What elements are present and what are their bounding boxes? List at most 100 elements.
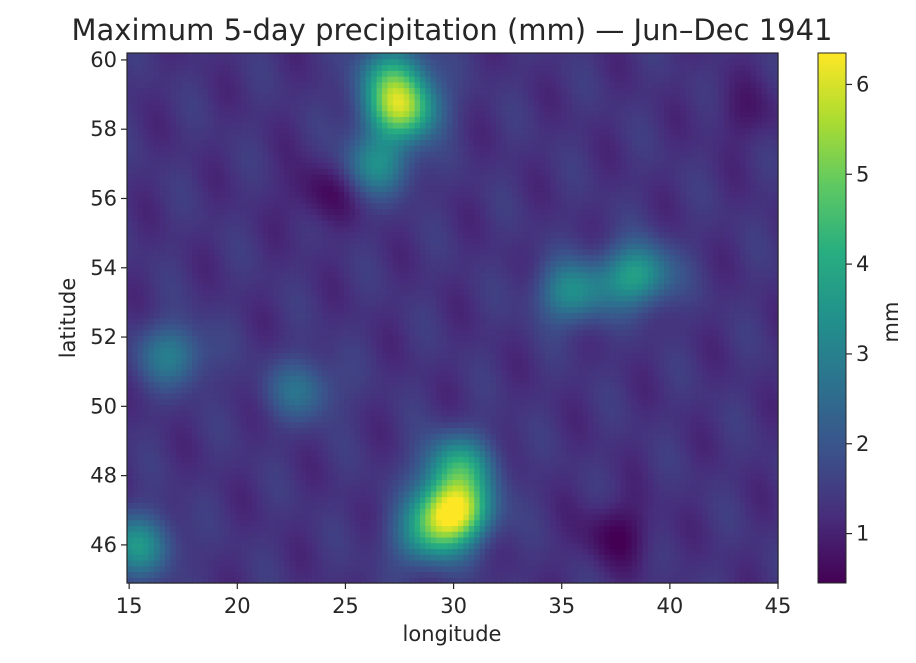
heatmap-cell bbox=[159, 341, 166, 348]
heatmap-cell bbox=[647, 456, 654, 463]
heatmap-cell bbox=[723, 450, 730, 457]
heatmap-cell bbox=[767, 490, 774, 498]
heatmap-cell bbox=[387, 387, 394, 394]
heatmap-cell bbox=[447, 519, 454, 526]
heatmap-cell bbox=[718, 525, 725, 532]
heatmap-cell bbox=[468, 462, 475, 469]
heatmap-cell bbox=[262, 496, 269, 503]
heatmap-cell bbox=[338, 415, 345, 423]
heatmap-cell bbox=[414, 525, 421, 532]
heatmap-cell bbox=[550, 375, 557, 382]
heatmap-cell bbox=[338, 462, 345, 469]
heatmap-cell bbox=[767, 364, 774, 371]
heatmap-cell bbox=[436, 542, 443, 550]
heatmap-cell bbox=[740, 410, 747, 417]
heatmap-cell bbox=[517, 381, 524, 388]
heatmap-cell bbox=[734, 398, 741, 406]
heatmap-cell bbox=[577, 352, 584, 359]
heatmap-cell bbox=[273, 450, 280, 457]
heatmap-cell bbox=[702, 577, 709, 584]
heatmap-cell bbox=[577, 456, 584, 463]
heatmap-cell bbox=[230, 341, 237, 348]
heatmap-cell bbox=[354, 427, 361, 434]
heatmap-cell bbox=[566, 410, 573, 417]
heatmap-cell bbox=[577, 490, 584, 498]
heatmap-cell bbox=[647, 462, 654, 469]
heatmap-cell bbox=[680, 513, 687, 521]
heatmap-cell bbox=[403, 554, 410, 561]
heatmap-cell bbox=[452, 369, 459, 377]
heatmap-cell bbox=[289, 375, 296, 382]
heatmap-cell bbox=[251, 410, 258, 417]
heatmap-cell bbox=[696, 525, 703, 532]
heatmap-cell bbox=[192, 462, 199, 469]
heatmap-cell bbox=[197, 387, 204, 394]
heatmap-cell bbox=[533, 473, 540, 480]
heatmap-cell bbox=[143, 392, 150, 400]
heatmap-cell bbox=[419, 421, 426, 429]
heatmap-cell bbox=[251, 421, 258, 429]
heatmap-cell bbox=[653, 473, 660, 480]
heatmap-cell bbox=[712, 346, 719, 354]
heatmap-cell bbox=[409, 438, 416, 446]
heatmap-cell bbox=[712, 473, 719, 480]
heatmap-cell bbox=[528, 502, 535, 509]
heatmap-cell bbox=[539, 352, 546, 359]
heatmap-cell bbox=[642, 554, 649, 561]
heatmap-cell bbox=[230, 444, 237, 452]
heatmap-cell bbox=[278, 410, 285, 417]
heatmap-cell bbox=[154, 485, 161, 492]
heatmap-cell bbox=[338, 490, 345, 498]
heatmap-cell bbox=[430, 392, 437, 400]
heatmap-cell bbox=[235, 536, 242, 544]
heatmap-cell bbox=[669, 513, 676, 521]
heatmap-cell bbox=[224, 444, 231, 452]
heatmap-cell bbox=[463, 508, 470, 515]
heatmap-cell bbox=[441, 438, 448, 446]
heatmap-cell bbox=[620, 496, 627, 503]
heatmap-cell bbox=[636, 450, 643, 457]
heatmap-cell bbox=[620, 433, 627, 440]
heatmap-cell bbox=[316, 490, 323, 498]
heatmap-cell bbox=[430, 536, 437, 544]
heatmap-cell bbox=[381, 398, 388, 406]
heatmap-cell bbox=[647, 467, 654, 475]
heatmap-cell bbox=[712, 508, 719, 515]
heatmap-cell bbox=[479, 548, 486, 555]
heatmap-cell bbox=[371, 364, 378, 371]
heatmap-cell bbox=[316, 421, 323, 429]
heatmap-cell bbox=[577, 364, 584, 371]
heatmap-cell bbox=[398, 462, 405, 469]
heatmap-cell bbox=[197, 502, 204, 509]
heatmap-cell bbox=[381, 369, 388, 377]
heatmap-cell bbox=[620, 427, 627, 434]
heatmap-cell bbox=[306, 450, 313, 457]
heatmap-cell bbox=[192, 525, 199, 532]
heatmap-cell bbox=[197, 421, 204, 429]
heatmap-cell bbox=[740, 508, 747, 515]
heatmap-cell bbox=[501, 571, 508, 578]
heatmap-cell bbox=[626, 485, 633, 492]
heatmap-cell bbox=[268, 456, 275, 463]
heatmap-cell bbox=[669, 479, 676, 486]
heatmap-cell bbox=[463, 375, 470, 382]
heatmap-cell bbox=[257, 473, 264, 480]
heatmap-cell bbox=[316, 352, 323, 359]
heatmap-cell bbox=[295, 577, 302, 584]
heatmap-cell bbox=[251, 565, 258, 573]
heatmap-cell bbox=[539, 387, 546, 394]
heatmap-cell bbox=[609, 369, 616, 377]
heatmap-cell bbox=[647, 485, 654, 492]
heatmap-cell bbox=[300, 508, 307, 515]
heatmap-cell bbox=[224, 398, 231, 406]
heatmap-cell bbox=[756, 410, 763, 417]
heatmap-cell bbox=[544, 369, 551, 377]
heatmap-cell bbox=[392, 485, 399, 492]
heatmap-cell bbox=[419, 502, 426, 509]
heatmap-cell bbox=[349, 398, 356, 406]
heatmap-cell bbox=[202, 559, 209, 567]
heatmap-cell bbox=[132, 490, 139, 498]
heatmap-cell bbox=[604, 427, 611, 434]
heatmap-cell bbox=[506, 490, 513, 498]
heatmap-cell bbox=[381, 341, 388, 348]
